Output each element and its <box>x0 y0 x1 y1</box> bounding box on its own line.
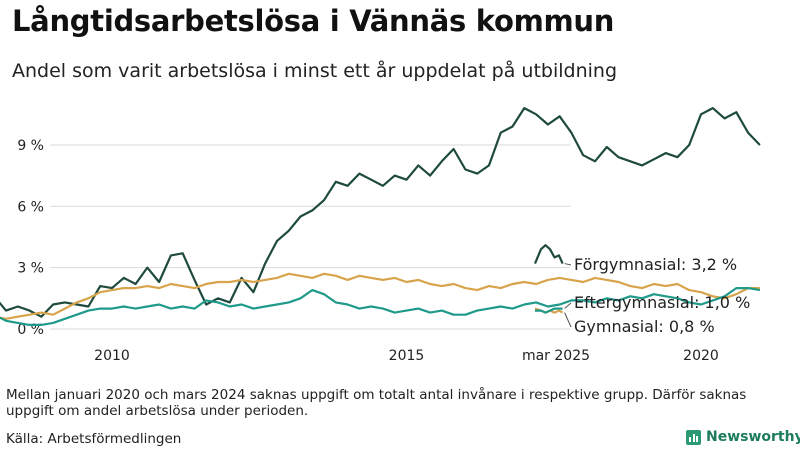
series-line-eftergymnasial <box>0 287 761 326</box>
source-text: Källa: Arbetsförmedlingen <box>6 431 182 447</box>
series-line-gymnasial <box>0 272 760 320</box>
newsworthy-icon <box>686 429 701 445</box>
label-leader-f-rgymnasial <box>564 263 572 266</box>
series-line-recent-eftergymnasial <box>535 307 563 314</box>
x-tick-label: 2015 <box>389 348 425 364</box>
y-tick-label: 3 % <box>17 261 44 277</box>
brand-name: Newsworthy <box>706 429 800 445</box>
x-tick-label: 2010 <box>94 348 130 364</box>
y-tick-label: 6 % <box>17 199 44 215</box>
page-subtitle: Andel som varit arbetslösa i minst ett å… <box>12 60 618 82</box>
x-tick-label: 2020 <box>683 348 719 364</box>
series-line-recent-f-rgymnasial <box>533 244 564 265</box>
x-tick-label-latest: mar 2025 <box>522 348 590 364</box>
brand-logo: Newsworthy <box>686 429 800 445</box>
series-label-f-rgymnasial: Förgymnasial: 3,2 % <box>574 255 737 274</box>
footnote: Mellan januari 2020 och mars 2024 saknas… <box>6 387 747 419</box>
y-tick-label: 9 % <box>17 138 44 154</box>
page-title: Långtidsarbetslösa i Vännäs kommun <box>12 4 615 38</box>
label-leader-eftergymnasial <box>564 302 572 309</box>
series-label-gymnasial: Gymnasial: 0,8 % <box>574 317 715 336</box>
label-leader-gymnasial <box>564 312 572 328</box>
series-label-eftergymnasial: Eftergymnasial: 1,0 % <box>574 293 750 312</box>
series-line-f-rgymnasial <box>0 107 761 318</box>
